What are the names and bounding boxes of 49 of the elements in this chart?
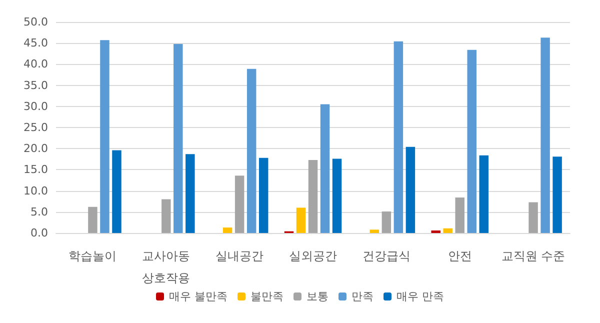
bar [406,146,416,233]
bar [320,104,330,233]
legend-label: 보통 [306,290,328,303]
bar [100,40,110,233]
y-tick-label: 30.0 [24,100,48,113]
bar [296,208,306,233]
bar [394,41,404,233]
bar [332,158,342,233]
legend-label: 불만족 [250,290,284,303]
x-tick-label: 교직원 수준 [501,249,566,263]
x-tick-label: 학습놀이 [68,249,117,263]
bar [186,154,195,233]
bar [382,211,392,233]
bar [370,230,380,233]
bar [443,228,452,233]
bar [528,202,538,233]
y-tick-label: 5.0 [30,205,48,218]
y-tick-label: 50.0 [24,16,48,28]
y-tick-label: 35.0 [24,78,48,92]
x-tick-label: 안전 [448,249,472,263]
bar [246,68,256,233]
x-tick-label: 건강급식 [362,249,410,263]
legend-label: 매우 불만족 [169,290,228,303]
legend-label: 만족 [352,290,374,303]
bar [222,228,232,233]
x-tick-label: 실내공간 [216,249,264,263]
y-tick-label: 20.0 [24,142,48,156]
bar [467,50,476,233]
y-tick-label: 45.0 [24,36,48,50]
legend-label: 매우 만족 [396,290,444,303]
y-tick-label: 10.0 [24,184,48,198]
bar [479,155,488,233]
bar [258,158,268,233]
y-tick-label: 25.0 [24,121,48,134]
bar [112,150,122,233]
bar [455,198,464,233]
x-tick-label: 실외공간 [289,249,337,263]
x-tick-label: 교사아동 상호작용 [142,249,190,285]
y-tick-label: 40.0 [24,58,48,71]
bar [540,38,550,233]
bar [308,160,318,233]
bar [162,199,171,233]
y-tick-label: 0.0 [30,226,48,240]
bar [552,156,562,233]
y-tick-label: 15.0 [24,163,48,176]
bar [234,176,244,233]
bar [88,206,98,233]
bar [174,44,183,233]
bar [431,230,440,233]
